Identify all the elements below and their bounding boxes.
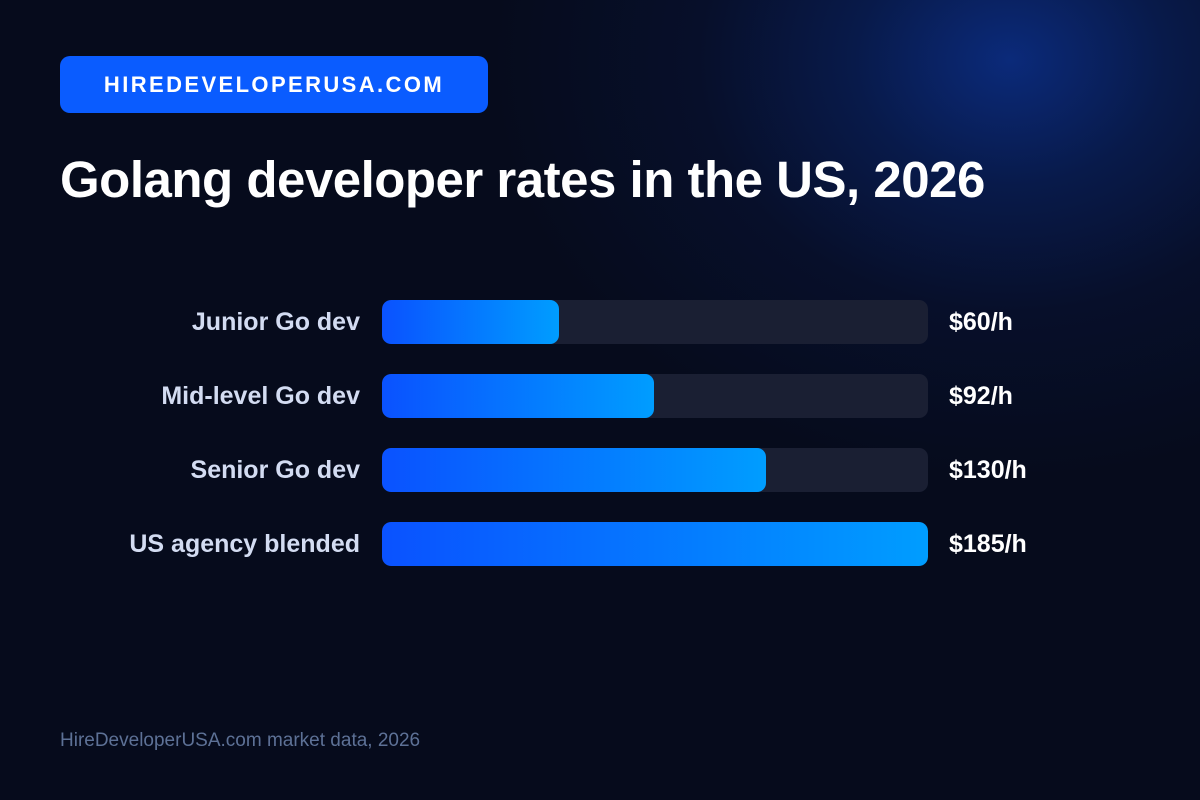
bar-row: Senior Go dev $130/h bbox=[0, 448, 1200, 492]
bar-track bbox=[382, 522, 928, 566]
bar-track bbox=[382, 374, 928, 418]
bar bbox=[382, 448, 766, 492]
brand-badge: HIREDEVELOPERUSA.COM bbox=[60, 56, 488, 113]
value-label: $92/h bbox=[949, 382, 1013, 410]
bar-row: US agency blended $185/h bbox=[0, 522, 1200, 566]
bar bbox=[382, 374, 654, 418]
footer-source: HireDeveloperUSA.com market data, 2026 bbox=[60, 730, 421, 751]
bar-track bbox=[382, 448, 928, 492]
value-label: $130/h bbox=[949, 456, 1027, 484]
value-label: $60/h bbox=[949, 308, 1013, 336]
bar-track bbox=[382, 300, 928, 344]
category-label: Mid-level Go dev bbox=[161, 382, 360, 410]
bar bbox=[382, 300, 559, 344]
page-title: Golang developer rates in the US, 2026 bbox=[60, 151, 985, 208]
bar-row: Mid-level Go dev $92/h bbox=[0, 374, 1200, 418]
bar-row: Junior Go dev $60/h bbox=[0, 300, 1200, 344]
bar bbox=[382, 522, 928, 566]
category-label: US agency blended bbox=[129, 530, 360, 558]
value-label: $185/h bbox=[949, 530, 1027, 558]
category-label: Senior Go dev bbox=[190, 456, 360, 484]
category-label: Junior Go dev bbox=[191, 308, 360, 336]
